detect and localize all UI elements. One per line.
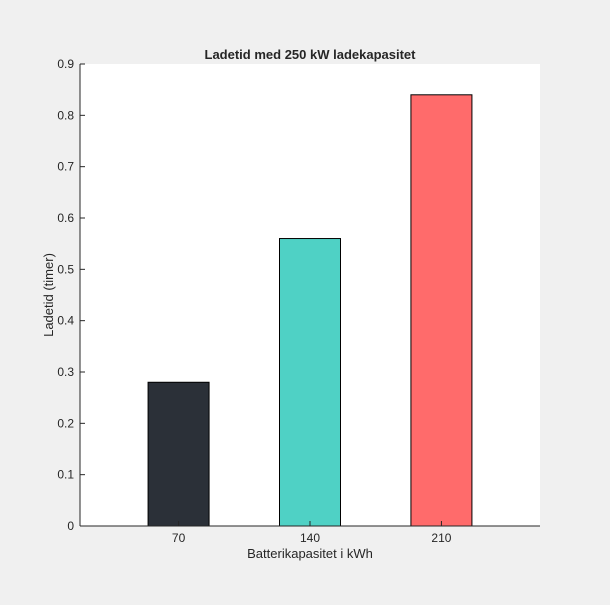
x-ticks: 70 140 210 [172, 521, 452, 545]
bars [147, 94, 473, 527]
y-tick-label: 0.9 [57, 57, 74, 71]
y-tick-label: 0.6 [57, 211, 74, 225]
bar-70 [147, 381, 210, 527]
chart-title: Ladetid med 250 kW ladekapasitet [205, 47, 417, 62]
y-tick-label: 0.3 [57, 365, 74, 379]
x-tick-label: 210 [431, 531, 451, 545]
y-ticks: 0 0.1 0.2 0.3 0.4 0.5 0.6 0.7 0.8 0.9 [57, 57, 85, 533]
y-tick-label: 0 [67, 519, 74, 533]
y-tick-label: 0.5 [57, 262, 74, 276]
bar-210 [410, 94, 473, 527]
y-tick-label: 0.8 [57, 108, 74, 122]
x-tick-label: 140 [300, 531, 320, 545]
y-tick-label: 0.1 [57, 468, 74, 482]
y-tick-label: 0.2 [57, 416, 74, 430]
x-tick-label: 70 [172, 531, 186, 545]
y-tick-label: 0.4 [57, 314, 74, 328]
bar-140 [279, 238, 341, 527]
x-axis-label: Batterikapasitet i kWh [247, 546, 373, 561]
y-axis-label: Ladetid (timer) [41, 253, 56, 337]
y-tick-label: 0.7 [57, 160, 74, 174]
